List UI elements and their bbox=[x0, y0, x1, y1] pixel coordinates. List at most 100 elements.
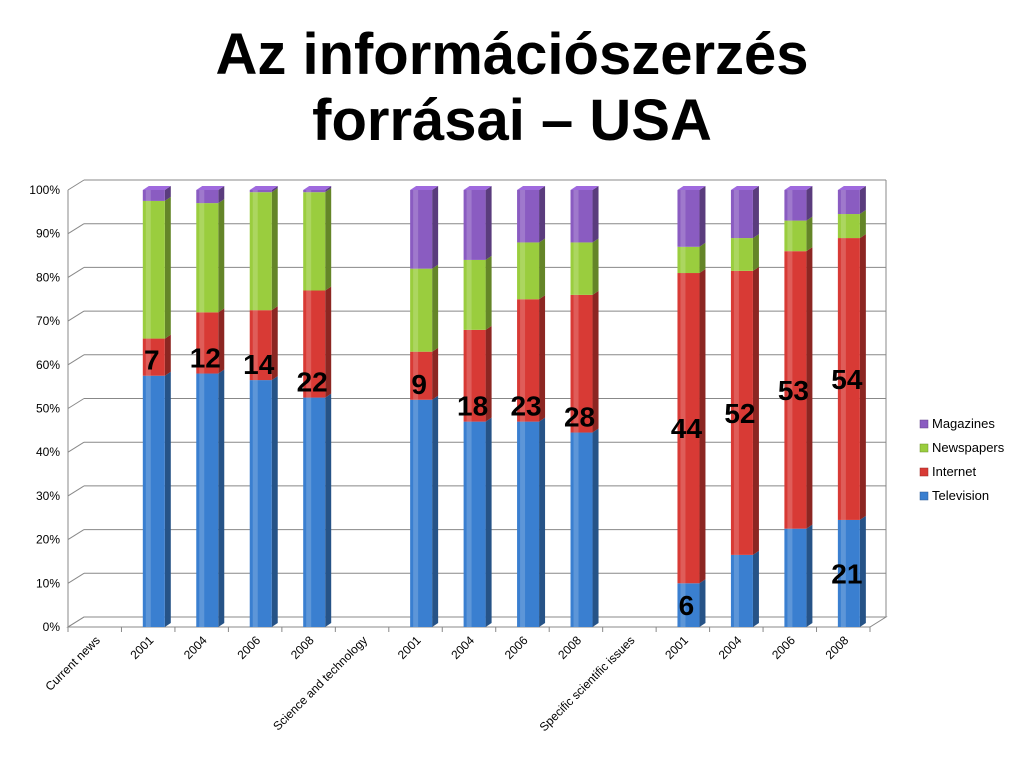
bar-segment bbox=[570, 432, 593, 627]
bar-segment bbox=[677, 246, 700, 274]
bar-segment-side bbox=[218, 308, 225, 374]
data-label: 7 bbox=[144, 345, 160, 376]
gridline-depth bbox=[67, 223, 85, 235]
bar-segment-side bbox=[806, 524, 813, 627]
bar-segment-side bbox=[271, 186, 278, 193]
bar-segment-side bbox=[271, 376, 278, 627]
gridline-depth bbox=[67, 179, 85, 191]
bar-segment-side bbox=[164, 186, 171, 201]
bar-segment bbox=[784, 528, 807, 627]
bar-highlight bbox=[413, 190, 419, 269]
bar-segment bbox=[784, 190, 807, 221]
data-label: 21 bbox=[831, 558, 862, 589]
bar-segment-side bbox=[592, 290, 599, 433]
y-tick-label: 50% bbox=[36, 402, 60, 416]
legend-label: Magazines bbox=[932, 416, 995, 431]
bar-segment-side bbox=[432, 347, 439, 400]
bar-top bbox=[570, 186, 599, 190]
bar-segment bbox=[784, 220, 807, 252]
bar-segment bbox=[837, 190, 860, 215]
x-category-label: 2004 bbox=[716, 633, 745, 662]
bar-segment-side bbox=[592, 238, 599, 295]
bar-highlight bbox=[520, 421, 526, 627]
bar-segment-side bbox=[592, 186, 599, 243]
bar-top bbox=[142, 186, 171, 190]
x-category-label: 2001 bbox=[128, 633, 157, 662]
bar-segment-side bbox=[752, 186, 759, 239]
bar-highlight bbox=[680, 273, 686, 584]
bar-segment-side bbox=[218, 369, 225, 627]
bar-segment bbox=[837, 519, 860, 627]
bar-top bbox=[784, 186, 813, 190]
bar-segment-side bbox=[271, 306, 278, 381]
x-category-label: 2008 bbox=[288, 633, 317, 662]
bar-segment-side bbox=[485, 255, 492, 330]
bar-segment-side bbox=[699, 269, 706, 584]
y-tick-label: 90% bbox=[36, 227, 60, 241]
bar-segment bbox=[249, 380, 272, 627]
bar-highlight bbox=[680, 246, 686, 274]
bar-segment bbox=[677, 190, 700, 247]
gridline-depth bbox=[67, 529, 85, 541]
data-label: 28 bbox=[564, 402, 595, 433]
bar-highlight bbox=[466, 421, 472, 627]
bar-segment bbox=[677, 583, 700, 627]
gridline-depth bbox=[67, 572, 85, 584]
bar-top bbox=[517, 186, 546, 190]
bar-highlight bbox=[466, 259, 472, 330]
data-label: 44 bbox=[671, 413, 703, 444]
x-category-label: Science and technology bbox=[270, 633, 370, 733]
bar-highlight bbox=[573, 242, 579, 295]
x-category-label: Current news bbox=[42, 633, 102, 693]
bar-segment-side bbox=[806, 247, 813, 529]
bar-segment bbox=[463, 329, 486, 422]
y-tick-label: 30% bbox=[36, 489, 60, 503]
bar-segment-side bbox=[539, 295, 546, 422]
x-category-label: 2008 bbox=[823, 633, 852, 662]
x-category-label: Specific scientific issues bbox=[537, 633, 638, 734]
x-category-label: 2001 bbox=[395, 633, 424, 662]
bar-segment bbox=[142, 375, 165, 627]
bar-segment bbox=[463, 190, 486, 260]
gridline-depth bbox=[67, 398, 85, 409]
bar-segment bbox=[463, 421, 486, 627]
bar-highlight bbox=[520, 190, 526, 243]
bar-highlight bbox=[252, 190, 258, 193]
bar-segment bbox=[837, 238, 860, 520]
bar-top bbox=[677, 186, 706, 190]
bar-highlight bbox=[145, 200, 151, 339]
bar-highlight bbox=[413, 399, 419, 627]
bar-segment-side bbox=[218, 186, 225, 204]
bar-segment-side bbox=[164, 196, 171, 339]
gridline-depth bbox=[67, 354, 85, 366]
bar-highlight bbox=[573, 294, 579, 433]
bar-segment-side bbox=[485, 186, 492, 260]
y-tick-label: 70% bbox=[36, 314, 60, 328]
bar-segment bbox=[303, 190, 326, 193]
legend-swatch bbox=[919, 491, 929, 501]
y-tick-label: 0% bbox=[43, 620, 61, 634]
data-label: 52 bbox=[724, 398, 755, 429]
bar-segment bbox=[837, 214, 860, 239]
bar-highlight bbox=[466, 190, 472, 260]
bar-highlight bbox=[252, 380, 258, 627]
bar-segment bbox=[303, 290, 326, 398]
chart-title: Az információszerzés forrásai – USA bbox=[0, 22, 1024, 154]
x-category-label: 2006 bbox=[234, 633, 263, 662]
bar-top bbox=[410, 186, 439, 190]
x-category-label: 2008 bbox=[555, 633, 584, 662]
bar-segment bbox=[410, 351, 433, 400]
bar-highlight bbox=[787, 190, 793, 221]
bar-highlight bbox=[306, 397, 312, 627]
data-label: 18 bbox=[457, 391, 488, 422]
bar-segment-side bbox=[806, 186, 813, 221]
x-category-label: 2006 bbox=[502, 633, 531, 662]
data-label: 23 bbox=[510, 391, 541, 422]
bar-highlight bbox=[840, 190, 846, 215]
bar-highlight bbox=[840, 238, 846, 520]
y-tick-label: 60% bbox=[36, 358, 60, 372]
legend-swatch bbox=[919, 419, 929, 429]
bar-segment bbox=[303, 192, 326, 291]
bar-highlight bbox=[145, 338, 151, 376]
bar-segment bbox=[196, 203, 219, 313]
